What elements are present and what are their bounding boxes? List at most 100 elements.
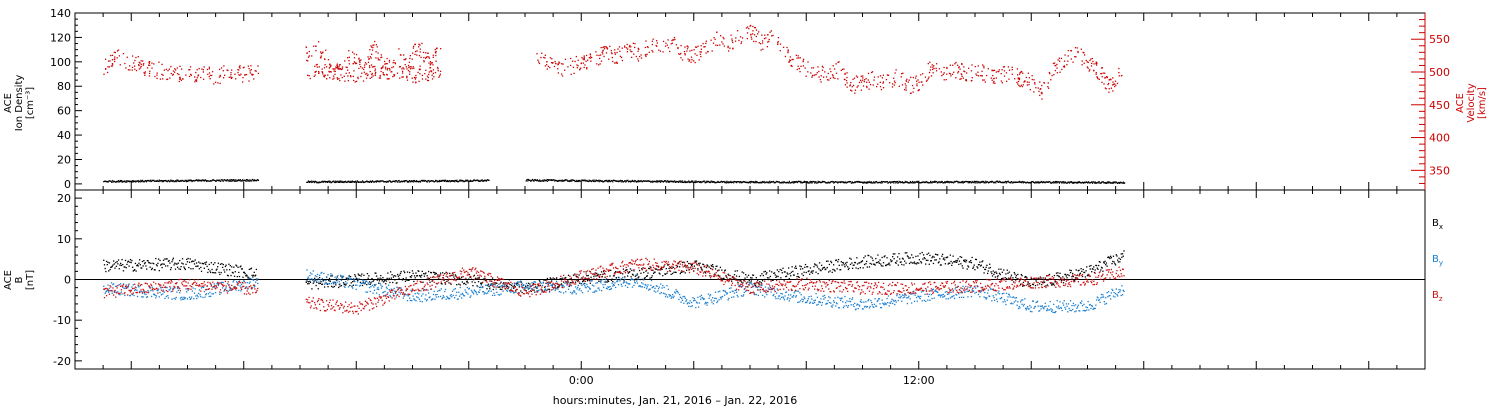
bx-point	[621, 279, 622, 280]
bx-point	[251, 268, 252, 269]
velocity-point	[1082, 60, 1083, 61]
velocity-point	[388, 78, 389, 79]
bx-point	[476, 279, 477, 280]
bx-point	[331, 286, 332, 287]
velocity-point	[968, 68, 969, 69]
bx-point	[912, 262, 913, 263]
bx-point	[800, 268, 801, 269]
velocity-point	[917, 79, 918, 80]
by-point	[238, 290, 239, 291]
density-point	[307, 182, 308, 183]
density-point	[1022, 181, 1023, 182]
velocity-point	[253, 78, 254, 79]
velocity-point	[817, 72, 818, 73]
velocity-point	[400, 54, 401, 55]
density-point	[1124, 182, 1125, 183]
bx-point	[731, 281, 732, 282]
density-point	[968, 181, 969, 182]
velocity-point	[112, 65, 113, 66]
by-point	[193, 298, 194, 299]
bx-point	[373, 279, 374, 280]
velocity-point	[803, 59, 804, 60]
by-point	[157, 290, 158, 291]
density-point	[150, 180, 151, 181]
velocity-point	[1121, 75, 1122, 76]
by-point	[189, 297, 190, 298]
velocity-point	[141, 60, 142, 61]
velocity-point	[1026, 77, 1027, 78]
density-point	[132, 181, 133, 182]
velocity-point	[257, 65, 258, 66]
bx-point	[171, 261, 172, 262]
by-point	[155, 297, 156, 298]
bx-point	[791, 272, 792, 273]
velocity-point	[440, 71, 441, 72]
by-point	[342, 277, 343, 278]
velocity-point	[638, 49, 639, 50]
density-tick-label-1: 20	[57, 153, 71, 166]
velocity-point	[366, 63, 367, 64]
velocity-point	[906, 90, 907, 91]
bx-point	[392, 282, 393, 283]
velocity-point	[316, 64, 317, 65]
bx-point	[437, 274, 438, 275]
bx-point	[478, 281, 479, 282]
bx-point	[787, 274, 788, 275]
density-point	[118, 180, 119, 181]
velocity-point	[894, 80, 895, 81]
bx-point	[859, 262, 860, 263]
bx-point	[356, 278, 357, 279]
velocity-point	[393, 62, 394, 63]
by-point	[191, 296, 192, 297]
bx-point	[1001, 278, 1002, 279]
bx-point	[551, 280, 552, 281]
velocity-point	[353, 76, 354, 77]
velocity-point	[1077, 47, 1078, 48]
by-point	[144, 293, 145, 294]
bx-point	[465, 284, 466, 285]
bx-point	[872, 258, 873, 259]
bx-point	[131, 260, 132, 261]
velocity-point	[985, 81, 986, 82]
bx-point	[846, 264, 847, 265]
velocity-point	[703, 46, 704, 47]
density-point	[1011, 181, 1012, 182]
bx-point	[839, 265, 840, 266]
density-point	[456, 181, 457, 182]
velocity-point	[586, 68, 587, 69]
by-point	[316, 276, 317, 277]
bx-point	[353, 285, 354, 286]
density-point	[869, 181, 870, 182]
velocity-tick-label-2: 450	[1429, 99, 1450, 112]
bx-point	[764, 279, 765, 280]
velocity-point	[571, 74, 572, 75]
velocity-point	[169, 77, 170, 78]
velocity-point	[425, 78, 426, 79]
density-point	[231, 179, 232, 180]
bx-point	[143, 260, 144, 261]
density-point	[998, 182, 999, 183]
velocity-point	[701, 45, 702, 46]
by-point	[164, 298, 165, 299]
velocity-point	[410, 55, 411, 56]
bx-point	[986, 265, 987, 266]
velocity-point	[828, 79, 829, 80]
velocity-point	[833, 77, 834, 78]
velocity-point	[904, 89, 905, 90]
velocity-point	[1102, 76, 1103, 77]
velocity-point	[705, 43, 706, 44]
bx-point	[848, 269, 849, 270]
velocity-point	[883, 87, 884, 88]
bx-point	[573, 275, 574, 276]
by-point	[209, 296, 210, 297]
velocity-point	[372, 73, 373, 74]
velocity-point	[156, 78, 157, 79]
velocity-point	[108, 60, 109, 61]
velocity-point	[833, 65, 834, 66]
density-point	[666, 182, 667, 183]
density-point	[593, 180, 594, 181]
density-point	[445, 180, 446, 181]
velocity-point	[975, 73, 976, 74]
velocity-point	[412, 82, 413, 83]
velocity-point	[369, 65, 370, 66]
